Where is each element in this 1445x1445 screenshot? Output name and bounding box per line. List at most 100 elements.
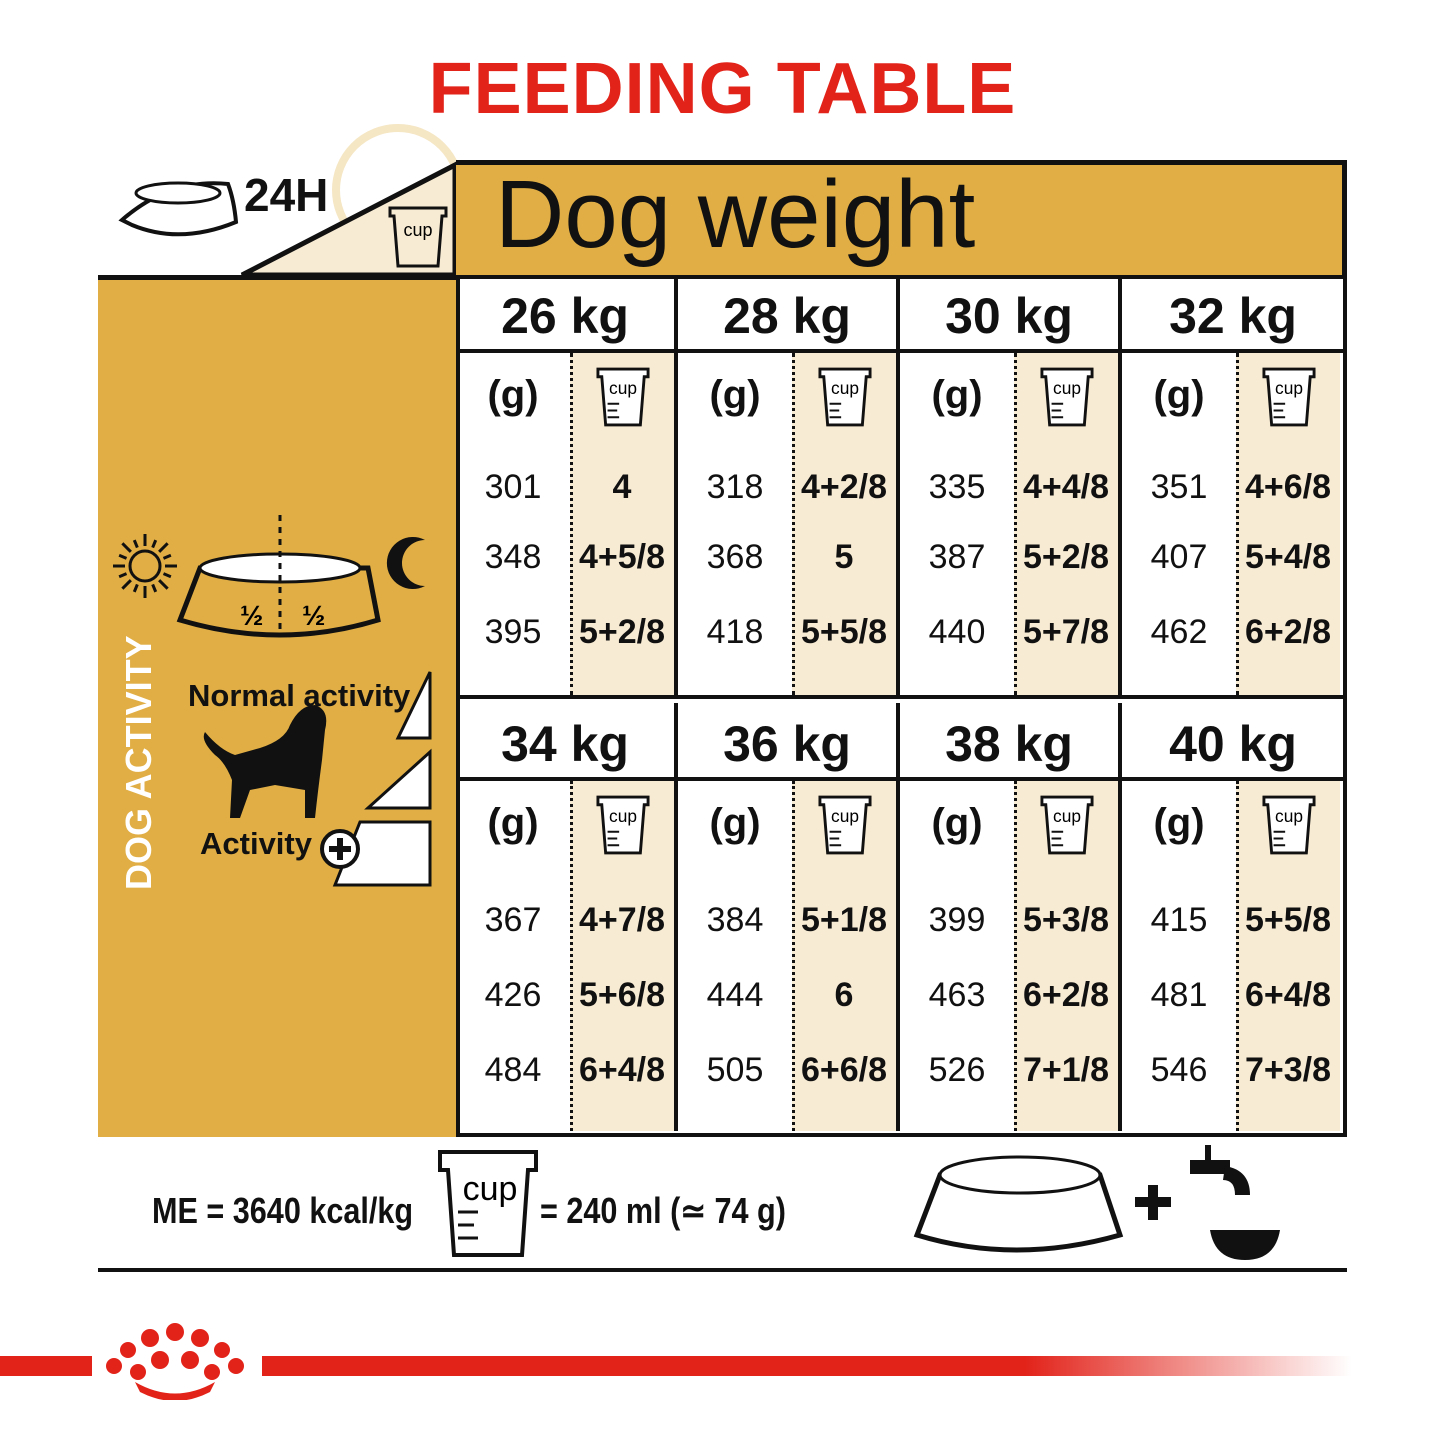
grams-value: 418 bbox=[706, 613, 764, 651]
grams-header: (g) bbox=[1153, 801, 1205, 845]
grams-value: 335 bbox=[928, 468, 986, 506]
cups-value: 6+2/8 bbox=[1022, 976, 1110, 1014]
weight-header: 30 kg bbox=[900, 275, 1118, 353]
cups-value: 4+6/8 bbox=[1244, 468, 1332, 506]
dog-silhouette-icon bbox=[203, 705, 327, 818]
grams-value: 384 bbox=[706, 901, 764, 939]
activity-panel bbox=[98, 275, 458, 1137]
cups-value: 5+5/8 bbox=[800, 613, 888, 651]
cups-value: 6+6/8 bbox=[800, 1051, 888, 1089]
activity-step-3 bbox=[332, 820, 432, 887]
weight-column: 38 kg (g) cup 399 5+3/8 463 6+2/8 526 7+1/8 bbox=[900, 703, 1122, 1131]
grams-header: (g) bbox=[709, 801, 761, 845]
grams-value: 351 bbox=[1150, 468, 1208, 506]
grams-value: 415 bbox=[1150, 901, 1208, 939]
cups-value: 5+7/8 bbox=[1022, 613, 1110, 651]
weight-header: 28 kg bbox=[678, 275, 896, 353]
cup-icon: cup bbox=[438, 1150, 538, 1257]
grams-value: 546 bbox=[1150, 1051, 1208, 1089]
cup-column bbox=[1014, 781, 1118, 1131]
cup-equivalence: = 240 ml (≃ 74 g) bbox=[540, 1190, 786, 1231]
activity-step-1 bbox=[395, 671, 432, 740]
weight-header: 38 kg bbox=[900, 703, 1118, 781]
grams-value: 395 bbox=[484, 613, 542, 651]
cups-value: 7+1/8 bbox=[1022, 1051, 1110, 1089]
dog-activity-label: DOG ACTIVITY bbox=[118, 635, 159, 890]
cups-value: 6+2/8 bbox=[1244, 613, 1332, 651]
activity-step-2 bbox=[364, 748, 432, 810]
activity-plus-label: Activity bbox=[200, 826, 312, 861]
grams-value: 399 bbox=[928, 901, 986, 939]
cups-value: 5 bbox=[834, 538, 854, 576]
half-left: ½ bbox=[240, 600, 263, 631]
grams-header: (g) bbox=[709, 373, 761, 417]
cups-value: 5+2/8 bbox=[1022, 538, 1110, 576]
duration-label: 24H bbox=[244, 169, 329, 221]
half-right: ½ bbox=[302, 600, 325, 631]
water-tap-icon bbox=[1190, 1145, 1280, 1260]
grams-value: 440 bbox=[928, 613, 986, 651]
moon-icon bbox=[386, 537, 425, 589]
cups-value: 4+2/8 bbox=[800, 468, 888, 506]
grams-value: 368 bbox=[706, 538, 764, 576]
cups-value: 7+3/8 bbox=[1244, 1051, 1332, 1089]
cups-value: 4 bbox=[612, 468, 632, 506]
grams-value: 348 bbox=[484, 538, 542, 576]
cups-value: 5+1/8 bbox=[800, 901, 888, 939]
weight-column: 34 kg (g) cup 367 4+7/8 426 5+6/8 484 6+4/8 bbox=[456, 703, 678, 1131]
brand-bar-right bbox=[262, 1356, 1352, 1376]
svg-text:cup: cup bbox=[403, 220, 432, 240]
plus-icon bbox=[1135, 1185, 1171, 1220]
weight-header: 36 kg bbox=[678, 703, 896, 781]
weight-header: 26 kg bbox=[456, 275, 674, 353]
cups-value: 5+3/8 bbox=[1022, 901, 1110, 939]
divider bbox=[98, 1268, 1347, 1272]
svg-text:cup: cup bbox=[1275, 378, 1303, 398]
sun-icon bbox=[113, 534, 177, 598]
grams-header: (g) bbox=[931, 373, 983, 417]
grams-value: 407 bbox=[1150, 538, 1208, 576]
cup-icon: cup bbox=[388, 206, 448, 268]
svg-text:cup: cup bbox=[1053, 378, 1081, 398]
svg-text:cup: cup bbox=[831, 378, 859, 398]
cups-value: 5+2/8 bbox=[578, 613, 666, 651]
svg-text:cup: cup bbox=[1053, 806, 1081, 826]
grams-value: 481 bbox=[1150, 976, 1208, 1014]
svg-text:cup: cup bbox=[463, 1170, 518, 1208]
royal-canin-crown-logo bbox=[106, 1323, 244, 1400]
grams-value: 426 bbox=[484, 976, 542, 1014]
cups-value: 5+6/8 bbox=[578, 976, 666, 1014]
activity-illustration: ½ ½ bbox=[113, 515, 432, 887]
grams-value: 367 bbox=[484, 901, 542, 939]
svg-text:cup: cup bbox=[609, 806, 637, 826]
grams-value: 484 bbox=[484, 1051, 542, 1089]
svg-text:cup: cup bbox=[831, 806, 859, 826]
weight-column: 32 kg (g) cup 351 4+6/8 407 5+4/8 462 6+2/8 bbox=[1122, 275, 1344, 699]
weight-header: 32 kg bbox=[1122, 275, 1344, 353]
grams-value: 301 bbox=[484, 468, 542, 506]
brand-bar-left bbox=[0, 1356, 92, 1376]
grams-header: (g) bbox=[487, 801, 539, 845]
grams-header: (g) bbox=[487, 373, 539, 417]
dog-weight-heading: Dog weight bbox=[495, 161, 976, 268]
feeding-table: 26 kg (g) cup 301 4 348 4+5/8 395 5+2/8 28 k… bbox=[456, 275, 1347, 1137]
header-icons: cup bbox=[118, 124, 460, 278]
weight-column: 40 kg (g) cup 415 5+5/8 481 6+4/8 546 7+3/8 bbox=[1122, 703, 1344, 1131]
cups-value: 5+4/8 bbox=[1244, 538, 1332, 576]
food-bowl-icon bbox=[913, 1155, 1124, 1253]
grams-value: 444 bbox=[706, 976, 764, 1014]
weight-header: 34 kg bbox=[456, 703, 674, 781]
svg-text:cup: cup bbox=[1275, 806, 1303, 826]
food-bowl-icon bbox=[176, 515, 381, 638]
weight-column: 30 kg (g) cup 335 4+4/8 387 5+2/8 440 5+7/8 bbox=[900, 275, 1122, 699]
grams-header: (g) bbox=[1153, 373, 1205, 417]
svg-text:cup: cup bbox=[609, 378, 637, 398]
grams-value: 318 bbox=[706, 468, 764, 506]
weight-header: 40 kg bbox=[1122, 703, 1344, 781]
cups-value: 4+4/8 bbox=[1022, 468, 1110, 506]
cups-value: 4+7/8 bbox=[578, 901, 666, 939]
cups-value: 4+5/8 bbox=[578, 538, 666, 576]
food-bowl-icon bbox=[118, 181, 239, 237]
food-and-water-icons bbox=[913, 1145, 1280, 1260]
cups-value: 6+4/8 bbox=[1244, 976, 1332, 1014]
